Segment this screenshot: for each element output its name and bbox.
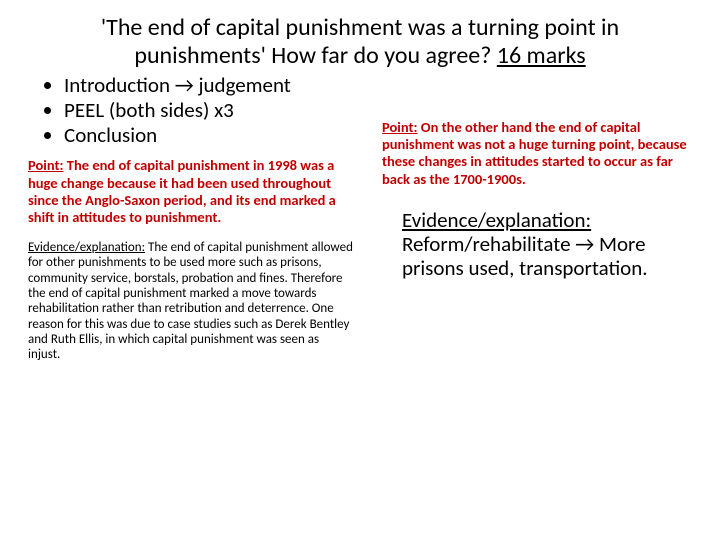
- structure-list: Introduction → judgement PEEL (both side…: [28, 73, 354, 147]
- title-marks: 16 marks: [497, 41, 586, 70]
- evidence-text: Reform/rehabilitate → More prisons used,…: [402, 231, 648, 281]
- left-evidence: Evidence/explanation: The end of capital…: [28, 240, 354, 363]
- evidence-label: Evidence/explanation:: [28, 240, 145, 255]
- right-point: Point: On the other hand the end of capi…: [382, 119, 692, 187]
- point-label: Point:: [28, 156, 64, 174]
- left-point: Point: The end of capital punishment in …: [28, 157, 354, 225]
- point-text: The end of capital punishment in 1998 wa…: [28, 156, 336, 225]
- point-text: On the other hand the end of capital pun…: [382, 118, 687, 187]
- list-item: Conclusion: [64, 123, 354, 148]
- right-column: Point: On the other hand the end of capi…: [382, 73, 692, 362]
- content-columns: Introduction → judgement PEEL (both side…: [28, 73, 692, 362]
- list-item: Introduction → judgement: [64, 73, 354, 98]
- evidence-label: Evidence/explanation:: [402, 207, 591, 233]
- left-column: Introduction → judgement PEEL (both side…: [28, 73, 354, 362]
- slide-title: 'The end of capital punishment was a tur…: [28, 14, 692, 69]
- right-evidence: Evidence/explanation: Reform/rehabilitat…: [382, 208, 692, 280]
- evidence-text: The end of capital punishment allowed fo…: [28, 240, 353, 362]
- list-item: PEEL (both sides) x3: [64, 98, 354, 123]
- point-label: Point:: [382, 118, 418, 136]
